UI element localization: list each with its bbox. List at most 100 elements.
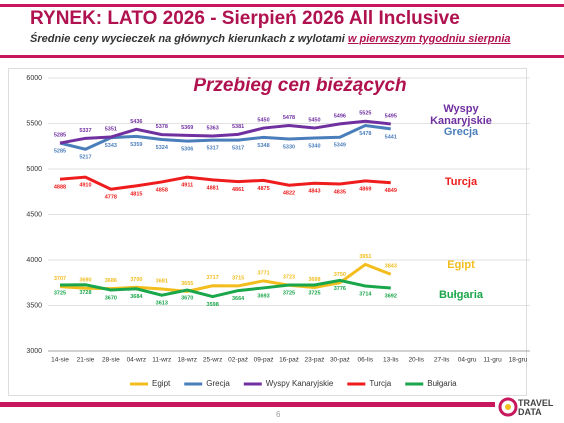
data-label: 3723 [283, 275, 295, 281]
chart-title: Przebieg cen bieżących [193, 75, 406, 96]
page-number: 6 [276, 410, 281, 419]
x-tick-label: 04-gru [458, 357, 477, 364]
data-label: 4881 [207, 185, 219, 191]
x-tick-label: 28-sie [102, 357, 120, 364]
data-label: 5363 [207, 125, 219, 131]
series-line [59, 278, 391, 299]
series-annotation: Grecja [443, 125, 479, 138]
data-label: 5349 [334, 143, 346, 149]
slide-subtitle: Średnie ceny wycieczek na głównych kieru… [30, 33, 511, 45]
data-label: 3698 [308, 277, 320, 283]
data-label: 5450 [257, 118, 269, 124]
data-label: 5351 [105, 127, 117, 133]
x-tick-label: 25-wrz [203, 357, 223, 364]
data-label: 4910 [79, 183, 91, 189]
x-tick-label: 30-paź [330, 357, 350, 364]
y-tick-label: 6000 [26, 75, 42, 82]
data-label: 5478 [359, 131, 371, 137]
x-tick-label: 27-lis [434, 357, 450, 364]
data-label: 4815 [130, 191, 142, 197]
x-tick-label: 02-paź [228, 357, 248, 364]
data-label: 3700 [130, 277, 142, 283]
top-bar [0, 4, 564, 7]
series-annotation: Turcja [444, 175, 478, 188]
data-label: 4858 [156, 187, 168, 193]
legend-label: Wyspy Kanaryjskie [266, 379, 334, 388]
data-label: 4911 [181, 183, 193, 189]
subtitle-text: Średnie ceny wycieczek na głównych kieru… [30, 33, 345, 45]
header-bar [0, 55, 564, 58]
data-label: 5337 [79, 128, 91, 134]
data-label: 5324 [156, 145, 169, 151]
x-tick-label: 21-sie [77, 357, 95, 364]
y-tick-label: 3500 [26, 302, 42, 309]
data-label: 3664 [232, 296, 245, 302]
data-label: 3692 [385, 293, 397, 299]
logo-text: TRAVEL [518, 398, 554, 408]
data-label: 3684 [130, 294, 143, 300]
data-label: 4778 [105, 195, 117, 201]
data-label: 3750 [334, 272, 346, 278]
series-annotation: Egipt [447, 259, 475, 272]
data-label: 5378 [156, 124, 168, 130]
data-label: 5317 [232, 146, 244, 152]
data-label: 5450 [308, 118, 320, 124]
data-label: 3707 [54, 276, 66, 282]
x-tick-label: 20-lis [408, 357, 424, 364]
x-tick-label: 16-paź [279, 357, 299, 364]
data-label: 3725 [283, 290, 295, 296]
x-tick-label: 06-lis [358, 357, 374, 364]
data-label: 5285 [54, 149, 66, 155]
x-tick-label: 04-wrz [127, 357, 147, 364]
data-label: 5441 [385, 134, 397, 140]
y-tick-label: 5000 [26, 166, 42, 173]
x-tick-label: 09-paź [254, 357, 274, 364]
logo-icon [498, 397, 518, 417]
legend-label: Grecja [206, 379, 230, 388]
data-label: 3686 [105, 278, 117, 284]
logo-text: DATA [518, 407, 542, 417]
data-label: 5343 [105, 143, 117, 149]
data-label: 5495 [385, 113, 397, 119]
data-label: 3693 [257, 293, 269, 299]
x-tick-label: 23-paź [305, 357, 325, 364]
data-label: 3670 [105, 295, 117, 301]
data-label: 5496 [334, 113, 346, 119]
data-label: 5285 [54, 133, 66, 139]
data-label: 4888 [54, 185, 66, 191]
y-tick-label: 4500 [26, 211, 42, 218]
x-tick-label: 18-gru [509, 357, 528, 364]
data-label: 5340 [308, 144, 320, 150]
footer-bar [0, 402, 495, 407]
data-label: 5381 [232, 124, 244, 130]
data-label: 4875 [257, 186, 269, 192]
data-label: 3725 [54, 290, 66, 296]
data-label: 3717 [207, 275, 219, 281]
data-label: 3690 [79, 278, 91, 284]
data-label: 5330 [283, 144, 295, 150]
data-label: 4849 [385, 188, 397, 194]
data-label: 4822 [283, 191, 295, 197]
chart-frame [8, 68, 527, 396]
data-label: 3776 [334, 286, 346, 292]
data-label: 4869 [359, 186, 371, 192]
data-label: 3715 [232, 275, 244, 281]
logo: TRAVEL DATA [498, 396, 560, 418]
data-label: 5348 [257, 143, 269, 149]
legend-label: Egipt [152, 379, 171, 388]
y-tick-label: 3000 [26, 348, 42, 355]
y-tick-label: 4000 [26, 257, 42, 264]
data-label: 3655 [181, 281, 193, 287]
data-label: 5359 [130, 142, 142, 148]
data-label: 3951 [359, 254, 371, 260]
data-label: 3598 [207, 302, 219, 308]
data-label: 5436 [130, 119, 142, 125]
data-label: 5478 [283, 115, 295, 121]
legend-label: Bułgaria [427, 379, 457, 388]
series-line [59, 123, 391, 151]
data-label: 5317 [207, 146, 219, 152]
series-line [59, 119, 391, 145]
data-label: 5306 [181, 147, 193, 153]
